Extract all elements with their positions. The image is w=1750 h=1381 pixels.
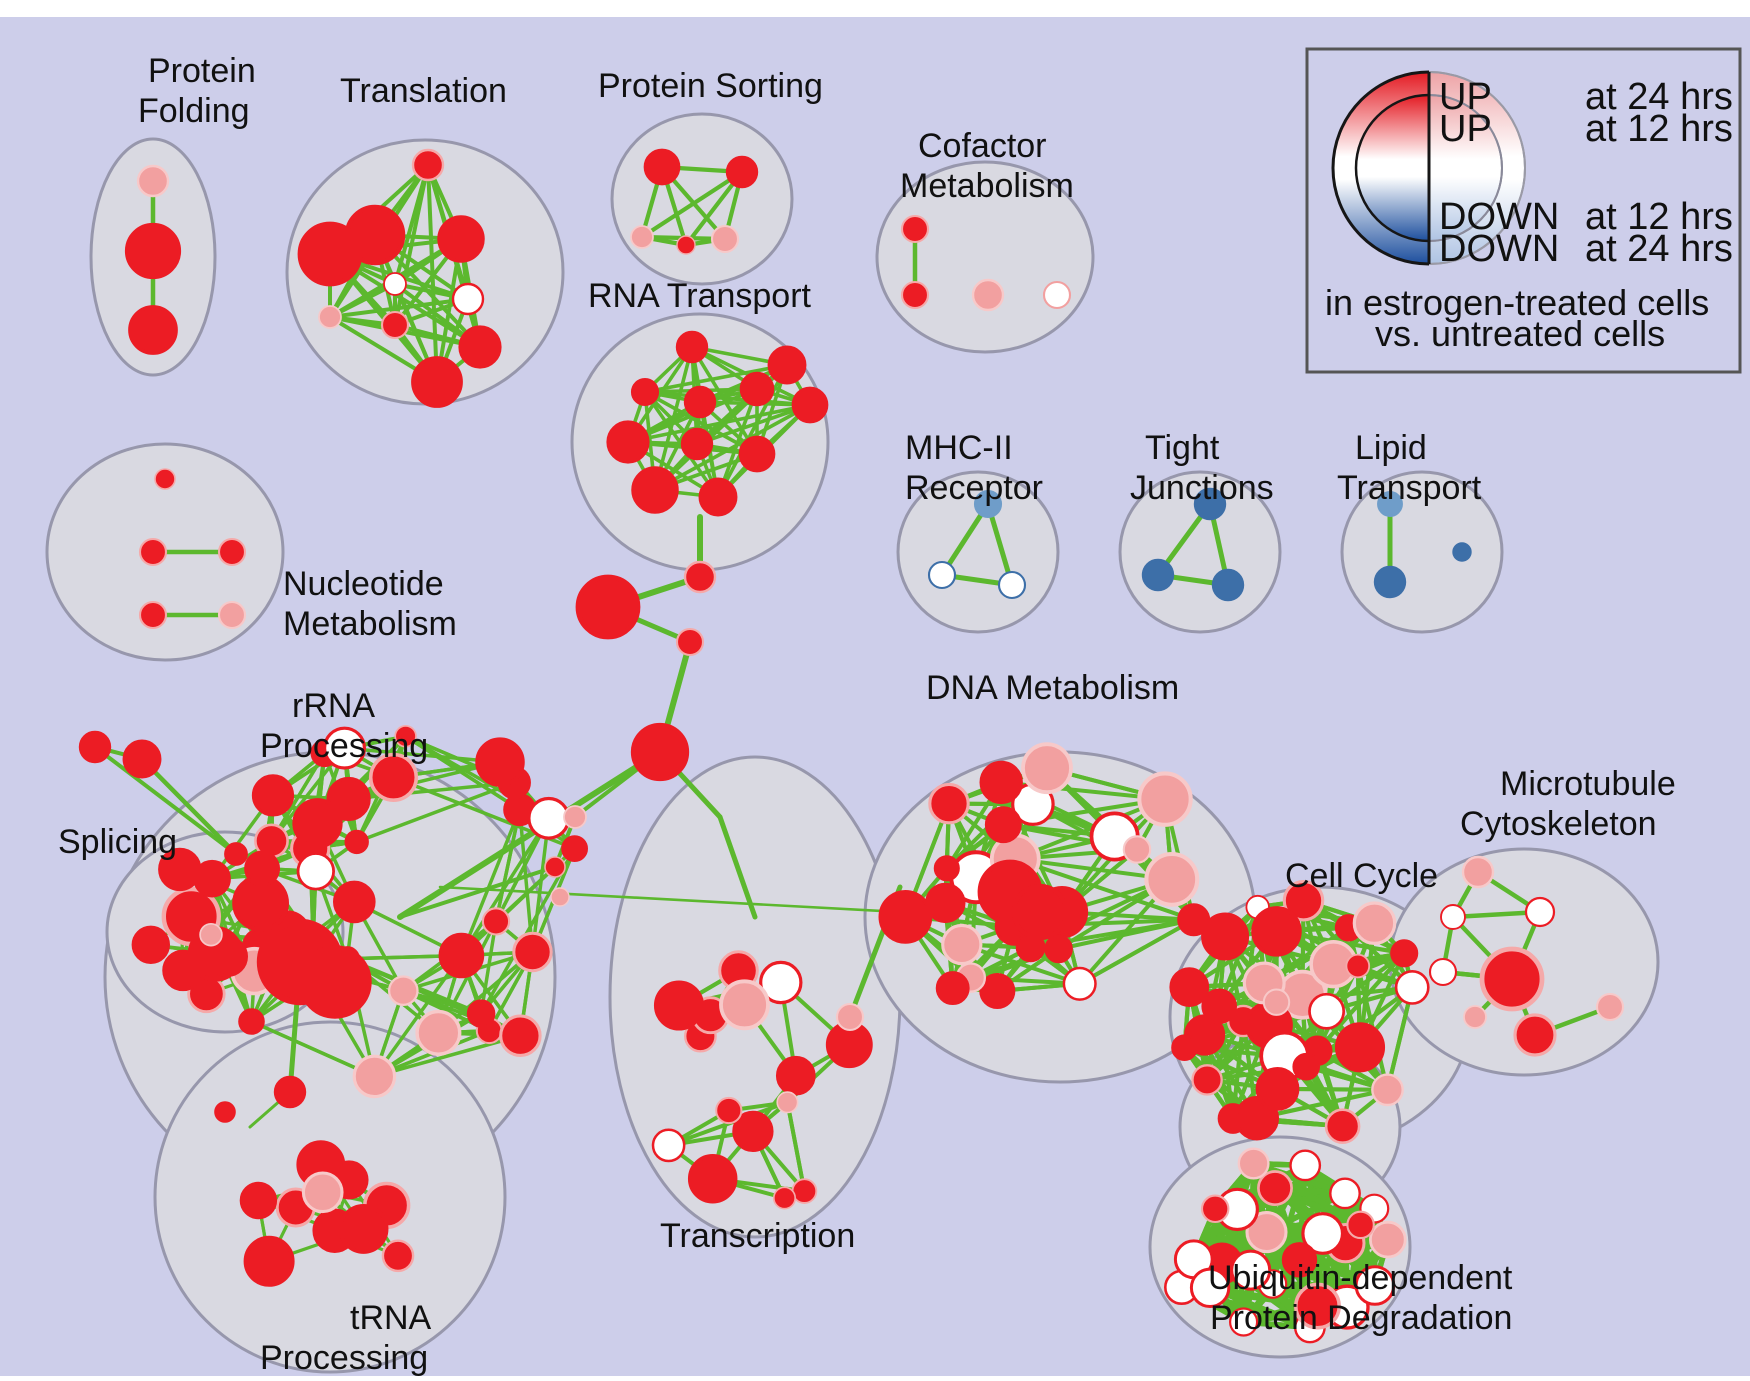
svg-text:Metabolism: Metabolism: [900, 167, 1074, 205]
svg-text:at 24 hrs: at 24 hrs: [1585, 228, 1733, 270]
svg-text:RNA Transport: RNA Transport: [588, 277, 812, 315]
svg-text:Translation: Translation: [340, 72, 507, 110]
svg-text:Lipid: Lipid: [1355, 429, 1427, 467]
svg-text:Transport: Transport: [1337, 469, 1482, 507]
svg-text:Nucleotide: Nucleotide: [283, 565, 444, 603]
svg-text:tRNA: tRNA: [350, 1299, 432, 1337]
svg-text:Cytoskeleton: Cytoskeleton: [1460, 805, 1657, 843]
svg-text:Junctions: Junctions: [1130, 469, 1274, 507]
svg-text:Protein Sorting: Protein Sorting: [598, 67, 823, 105]
svg-text:Metabolism: Metabolism: [283, 605, 457, 643]
svg-text:UP: UP: [1439, 108, 1492, 150]
svg-text:Folding: Folding: [138, 92, 250, 130]
svg-text:Tight: Tight: [1145, 429, 1220, 467]
svg-text:vs. untreated cells: vs. untreated cells: [1375, 313, 1665, 354]
svg-text:Ubiquitin-dependent: Ubiquitin-dependent: [1208, 1259, 1513, 1297]
svg-text:Processing: Processing: [260, 1339, 428, 1376]
svg-text:Cofactor: Cofactor: [918, 127, 1047, 165]
svg-text:Protein Degradation: Protein Degradation: [1210, 1299, 1512, 1337]
svg-text:DOWN: DOWN: [1439, 228, 1559, 270]
svg-text:at 12 hrs: at 12 hrs: [1585, 108, 1733, 150]
svg-text:Transcription: Transcription: [660, 1217, 855, 1255]
svg-text:rRNA: rRNA: [292, 687, 375, 725]
svg-text:Processing: Processing: [260, 727, 428, 765]
svg-text:Splicing: Splicing: [58, 823, 177, 861]
svg-text:Protein: Protein: [148, 52, 256, 90]
svg-text:DNA Metabolism: DNA Metabolism: [926, 669, 1179, 707]
svg-text:MHC-II: MHC-II: [905, 429, 1013, 467]
svg-text:Receptor: Receptor: [905, 469, 1043, 507]
svg-text:Cell Cycle: Cell Cycle: [1285, 857, 1438, 895]
svg-text:Microtubule: Microtubule: [1500, 765, 1676, 803]
